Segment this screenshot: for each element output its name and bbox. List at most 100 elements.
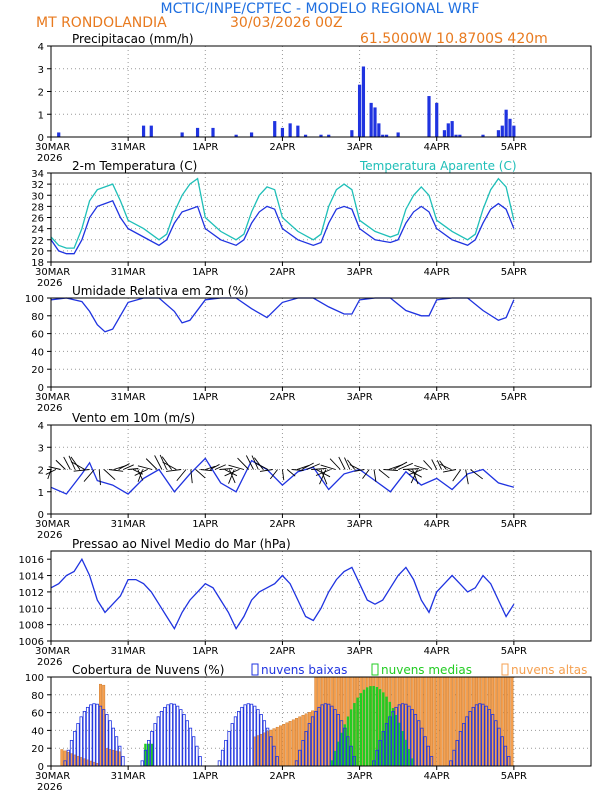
cloud-mid-bar — [349, 709, 353, 766]
cloud-high-bar — [285, 722, 289, 767]
x-tick-label: 31MAR — [111, 142, 146, 153]
cloud-low-bar — [227, 731, 231, 767]
cloud-low-bar — [192, 736, 196, 767]
header-coords: 61.5000W 10.8700S 420m — [360, 31, 548, 47]
x-tick-label: 2APR — [269, 646, 295, 657]
y-tick-label: 1010 — [19, 604, 44, 615]
x-tick-label: 31MAR — [111, 771, 146, 782]
precip-bar — [384, 134, 389, 137]
panel-frame — [50, 297, 592, 388]
wind-arrow — [320, 464, 336, 470]
cloud-low-bar — [217, 760, 222, 767]
cloud-mid-bar — [340, 732, 343, 766]
precip-bar — [273, 121, 277, 137]
x-tick-label: 5APR — [501, 646, 527, 657]
x-year-label: 2026 — [37, 657, 62, 668]
panel-title: Vento em 10m (m/s) — [72, 411, 195, 425]
x-tick-label: 3APR — [346, 646, 372, 657]
wind-arrow — [408, 469, 423, 476]
x-tick-label: 4APR — [424, 392, 450, 403]
y-tick-label: 18 — [31, 258, 44, 269]
wind-arrow — [301, 462, 314, 470]
wind-arrow — [347, 459, 356, 470]
cloud-high-bar — [282, 724, 286, 767]
wind-arrow — [162, 461, 177, 470]
cloud-mid-bar — [391, 708, 395, 766]
y-tick-label: 3 — [38, 443, 44, 454]
precip-bar — [211, 127, 215, 137]
cloud-mid-bar — [375, 687, 379, 766]
y-tick-label: 40 — [31, 726, 44, 737]
wind-arrow — [470, 469, 483, 480]
cloud-mid-bar — [369, 686, 372, 766]
cloud-low-bar — [224, 739, 228, 767]
x-tick-label: 3APR — [346, 392, 372, 403]
cloud-mid-bar — [372, 685, 375, 766]
panel-frame — [50, 172, 592, 263]
precip-bar — [381, 134, 385, 137]
x-tick-label: 5APR — [501, 392, 527, 403]
wind-arrow — [123, 464, 134, 470]
panel-title: Cobertura de Nuvens (%) — [72, 663, 224, 677]
cloud-low-bar — [92, 703, 96, 767]
series-line-temperatura-aparente — [50, 177, 515, 249]
wind-arrow — [245, 455, 254, 470]
cloud-low-bar — [198, 756, 202, 767]
panel-title: Pressao ao Nivel Medio do Mar (hPa) — [72, 537, 291, 551]
series-line-temperatura — [50, 199, 515, 255]
wind-arrow — [219, 467, 233, 470]
cloud-high-bar — [446, 676, 450, 767]
cloud-mid-bar — [147, 743, 150, 766]
x-year-label: 2026 — [37, 782, 62, 792]
y-tick-label: 0 — [38, 762, 44, 773]
cloud-high-bar — [436, 676, 440, 767]
x-tick-label: 5APR — [501, 142, 527, 153]
precip-bar — [504, 109, 508, 137]
precip-bar — [442, 130, 447, 137]
cloud-high-bar — [433, 676, 437, 767]
cloud-low-bar — [220, 749, 225, 767]
precip-bar — [234, 134, 238, 137]
cloud-mid-bar — [404, 739, 408, 766]
x-tick-label: 1APR — [192, 646, 218, 657]
precip-bar — [369, 102, 373, 137]
x-tick-label: 1APR — [192, 771, 218, 782]
panel-frame — [50, 45, 592, 138]
wind-arrow — [98, 469, 101, 486]
x-tick-label: 31MAR — [111, 646, 146, 657]
wind-arrow — [137, 465, 153, 470]
wind-arrow — [228, 464, 244, 470]
cloud-mid-bar — [378, 689, 382, 766]
x-tick-label: 5APR — [501, 267, 527, 278]
wind-arrow — [311, 468, 327, 470]
wind-arrow — [176, 469, 187, 482]
precip-bar — [327, 134, 331, 137]
y-tick-label: 30 — [31, 191, 44, 202]
legend-swatch — [371, 663, 379, 676]
wind-arrow — [154, 455, 163, 470]
wind-arrow — [286, 469, 296, 477]
y-tick-label: 28 — [31, 202, 44, 213]
wind-arrow — [228, 469, 236, 484]
cloud-low-bar — [230, 723, 234, 767]
y-tick-label: 2 — [38, 466, 44, 477]
precip-bar — [446, 123, 450, 137]
legend-label: nuvens baixas — [261, 663, 347, 677]
wind-arrow — [349, 464, 360, 470]
cloud-high-bar — [60, 749, 64, 767]
panel-frame — [50, 424, 592, 515]
cloud-mid-bar — [411, 758, 414, 766]
wind-arrow — [254, 457, 264, 470]
x-tick-label: 2APR — [269, 771, 295, 782]
y-tick-label: 60 — [31, 330, 44, 341]
wind-arrow — [423, 460, 433, 470]
wind-arrow — [128, 468, 139, 470]
precip-bar — [450, 121, 454, 137]
wind-arrow — [205, 465, 216, 470]
wind-arrow — [296, 465, 310, 470]
x-tick-label: 2APR — [269, 519, 295, 530]
precip-bar — [427, 96, 431, 137]
cloud-mid-bar — [150, 743, 154, 766]
cloud-low-bar — [121, 756, 125, 767]
